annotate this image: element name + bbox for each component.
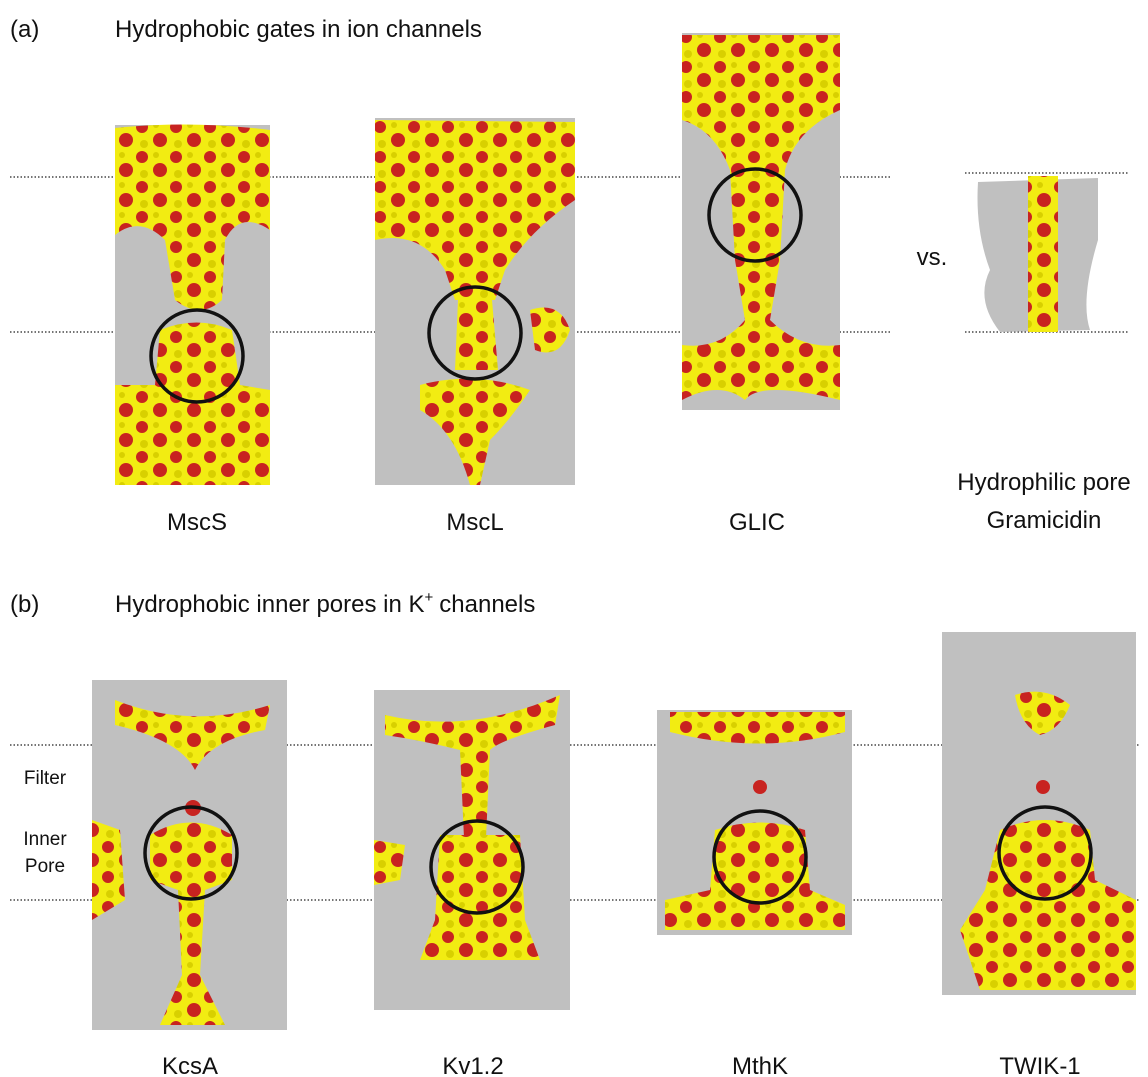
structure-label: MscL (446, 509, 503, 536)
structure-gramicidin (978, 176, 1099, 332)
structure-label: GLIC (729, 509, 785, 536)
structure-label: MscS (167, 509, 227, 536)
title-suffix: channels (439, 591, 535, 618)
comparison-label: vs. (917, 244, 948, 271)
structure-label: MthK (732, 1053, 788, 1077)
structure-label: TWIK-1 (999, 1053, 1080, 1077)
reference-description: Hydrophilic pore (957, 469, 1130, 496)
side-label: Filter (24, 768, 67, 789)
panel-title: Hydrophobic inner pores in K+ channels (115, 589, 535, 618)
side-label: Pore (25, 856, 65, 877)
structure-label: Kv1.2 (442, 1053, 503, 1077)
side-label: Inner (23, 829, 67, 850)
structure-label: Gramicidin (987, 507, 1102, 534)
structure-mscs (115, 124, 270, 485)
structure-glic (682, 33, 840, 410)
structure-kv12 (374, 690, 570, 1010)
structure-label: KcsA (162, 1053, 218, 1077)
panel-title: Hydrophobic gates in ion channels (115, 16, 482, 43)
structure-mscl (375, 118, 575, 485)
figure: (a) Hydrophobic gates in ion channels Ms… (0, 0, 1148, 1077)
panel-label: (b) (10, 591, 39, 618)
structure-twik1 (942, 632, 1136, 995)
title-text: Hydrophobic inner pores in K (115, 591, 425, 618)
structure-kcsa (92, 680, 287, 1030)
title-superscript: + (425, 589, 434, 606)
panel-label: (a) (10, 16, 39, 43)
structure-mthk (657, 710, 852, 935)
